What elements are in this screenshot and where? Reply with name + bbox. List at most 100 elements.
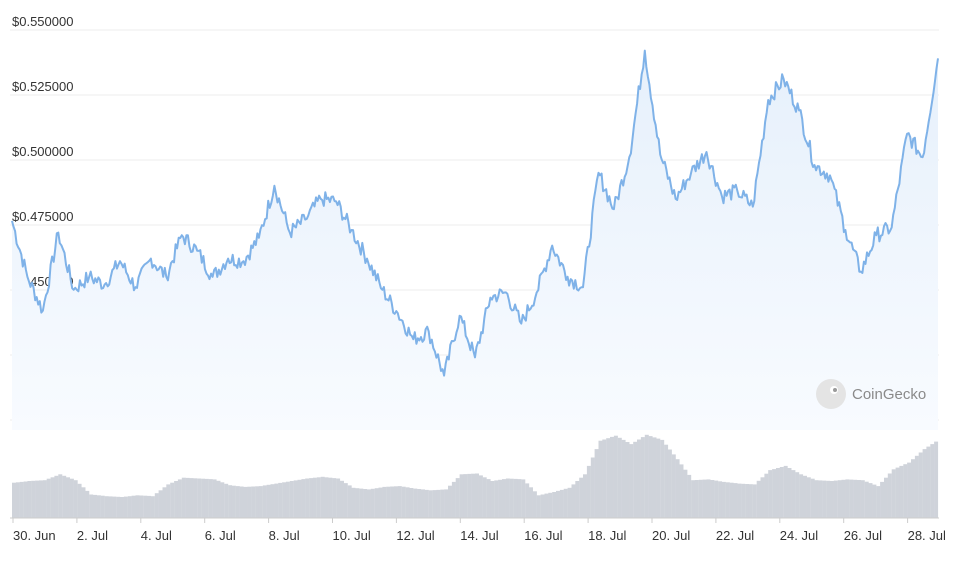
volume-bar xyxy=(575,481,580,518)
volume-bar xyxy=(54,475,59,518)
volume-bar xyxy=(509,478,514,518)
volume-bar xyxy=(293,480,298,518)
volume-bar xyxy=(475,473,479,518)
volume-bar xyxy=(675,459,680,518)
volume-bar xyxy=(378,487,383,518)
volume-bar xyxy=(340,480,344,518)
volume-bar xyxy=(899,465,904,518)
volume-bar xyxy=(505,478,510,518)
volume-bar xyxy=(880,481,885,518)
price-area xyxy=(12,50,938,430)
volume-bar xyxy=(776,468,780,518)
volume-bar xyxy=(498,479,503,518)
volume-bar xyxy=(741,483,746,518)
volume-bar xyxy=(96,495,101,518)
volume-bar xyxy=(220,482,225,518)
volume-bar xyxy=(58,474,63,518)
volume-bar xyxy=(421,489,425,518)
x-tick-label: 2. Jul xyxy=(77,528,108,543)
volume-bar xyxy=(459,474,464,518)
volume-bar xyxy=(162,487,167,518)
volume-bar xyxy=(201,478,206,518)
volume-bar xyxy=(714,480,719,518)
volume-bar xyxy=(66,477,70,518)
volume-bar xyxy=(648,436,653,518)
volume-bar xyxy=(351,487,356,518)
volume-bar xyxy=(143,495,148,518)
volume-bar xyxy=(903,464,908,518)
volume-bar xyxy=(108,496,113,518)
volume-bar xyxy=(513,478,518,518)
volume-bar xyxy=(455,478,460,518)
volume-bar xyxy=(667,449,672,518)
volume-bar xyxy=(644,434,649,518)
volume-bar xyxy=(486,479,491,518)
volume-bar xyxy=(799,474,804,518)
volume-bar xyxy=(772,469,777,518)
volume-bar xyxy=(181,477,186,518)
volume-bar xyxy=(397,486,402,518)
volume-bar xyxy=(868,483,873,518)
volume-bar xyxy=(463,474,468,518)
volume-bar xyxy=(637,439,641,518)
volume-bar xyxy=(490,481,495,518)
x-tick-label: 10. Jul xyxy=(333,528,371,543)
volume-bar xyxy=(212,479,217,518)
volume-bar xyxy=(857,480,861,518)
volume-bar xyxy=(27,481,32,518)
volume-bar xyxy=(471,473,476,518)
volume-bar xyxy=(613,435,618,518)
volume-bar xyxy=(42,480,47,518)
volume-bar xyxy=(444,489,449,518)
volume-bar xyxy=(197,478,202,518)
volume-bar xyxy=(687,474,692,518)
volume-bar xyxy=(787,468,792,518)
volume-bar xyxy=(478,475,483,518)
volume-bar xyxy=(69,478,74,518)
volume-bar xyxy=(204,478,209,518)
volume-bar xyxy=(154,493,159,518)
volume-bar xyxy=(556,490,560,518)
brand-name: CoinGecko xyxy=(852,386,926,403)
volume-bar xyxy=(698,479,703,518)
volume-bar xyxy=(139,495,144,518)
volume-bar xyxy=(12,482,16,518)
coingecko-gecko-pupil xyxy=(833,388,837,392)
volume-bar xyxy=(81,487,86,518)
volume-bar xyxy=(305,478,310,518)
volume-bar xyxy=(251,486,256,518)
volume-bar xyxy=(174,481,179,518)
volume-bar xyxy=(594,449,599,518)
volume-bar xyxy=(652,437,657,518)
volume-bar xyxy=(540,494,545,518)
volume-bar xyxy=(810,478,815,518)
volume-bar xyxy=(451,481,456,518)
volume-bar xyxy=(436,489,441,518)
volume-bar xyxy=(262,485,267,518)
volume-bar xyxy=(224,483,229,518)
volume-bar xyxy=(285,481,290,518)
x-tick-label: 18. Jul xyxy=(588,528,626,543)
volume-bar xyxy=(907,462,912,518)
volume-bar xyxy=(922,449,927,518)
volume-bar xyxy=(887,473,892,518)
volume-bar xyxy=(718,481,723,519)
volume-bar xyxy=(19,481,24,518)
volume-bar xyxy=(822,480,827,518)
volume-bar xyxy=(590,457,595,518)
volume-bar xyxy=(424,489,429,518)
volume-bar xyxy=(911,459,915,518)
volume-bar xyxy=(872,484,877,518)
price-line xyxy=(11,49,939,377)
volume-bar xyxy=(428,490,433,518)
volume-bar xyxy=(818,480,823,518)
volume-bar xyxy=(552,492,557,518)
volume-bar xyxy=(640,437,645,518)
volume-bar xyxy=(745,484,750,518)
volume-bar xyxy=(729,482,734,518)
volume-bar xyxy=(255,486,260,518)
volume-bar xyxy=(702,479,707,518)
volume-bar xyxy=(123,496,128,518)
volume-bar xyxy=(324,477,329,518)
